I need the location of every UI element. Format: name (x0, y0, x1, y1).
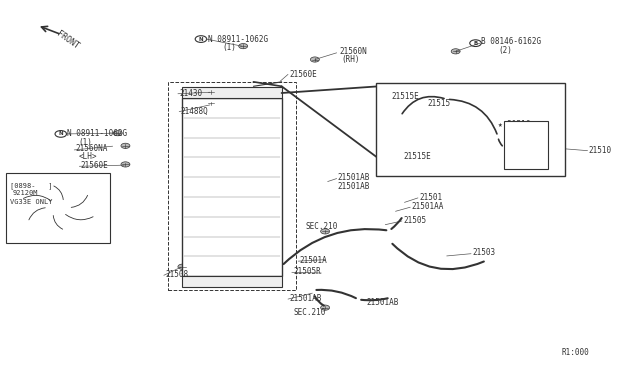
Circle shape (207, 90, 216, 95)
Text: N 08911-1062G: N 08911-1062G (67, 129, 127, 138)
Circle shape (321, 305, 330, 310)
Text: 21508: 21508 (165, 270, 188, 279)
Text: N: N (198, 36, 204, 42)
Text: 21505R: 21505R (293, 267, 321, 276)
Text: 21505: 21505 (403, 216, 426, 225)
Circle shape (207, 101, 216, 106)
Text: SEC.210: SEC.210 (293, 308, 326, 317)
Circle shape (321, 229, 330, 234)
Text: 21510: 21510 (589, 146, 612, 155)
Circle shape (310, 57, 319, 62)
Text: 21560NA: 21560NA (76, 144, 108, 153)
Text: [0898-   ]: [0898- ] (10, 182, 52, 189)
Text: 21501: 21501 (419, 193, 442, 202)
Text: 21515: 21515 (428, 99, 451, 108)
Circle shape (451, 49, 460, 54)
Text: N 08911-1062G: N 08911-1062G (208, 35, 268, 44)
Text: B 08146-6162G: B 08146-6162G (481, 37, 541, 46)
Text: B: B (474, 41, 477, 46)
Bar (182, 87, 282, 98)
Text: <LH>: <LH> (79, 153, 97, 161)
Bar (504, 121, 548, 169)
Text: 21501AB: 21501AB (366, 298, 399, 307)
Text: 21488Q: 21488Q (180, 107, 208, 116)
Text: N: N (58, 131, 63, 137)
Text: 21501AA: 21501AA (412, 202, 444, 211)
Circle shape (121, 162, 130, 167)
Bar (168, 82, 296, 290)
Bar (182, 276, 282, 287)
Text: SEC.210: SEC.210 (306, 222, 339, 231)
Text: 21501AB: 21501AB (338, 173, 371, 182)
Bar (6, 173, 110, 243)
Text: ★ 21516: ★ 21516 (498, 120, 531, 129)
Text: 21560E: 21560E (81, 161, 108, 170)
Text: 21515E: 21515E (392, 92, 419, 101)
Text: (1): (1) (78, 138, 92, 147)
Circle shape (53, 205, 63, 211)
Text: 21503: 21503 (472, 248, 495, 257)
Circle shape (113, 131, 122, 136)
Text: 21515E: 21515E (403, 153, 431, 161)
Text: FRONT: FRONT (55, 29, 81, 51)
Text: 21430: 21430 (179, 89, 202, 98)
Circle shape (121, 143, 130, 148)
Text: VG33E ONLY: VG33E ONLY (10, 199, 52, 205)
Text: (RH): (RH) (341, 55, 360, 64)
Text: 21560E: 21560E (289, 70, 317, 79)
Circle shape (178, 264, 187, 269)
Text: 21560N: 21560N (339, 47, 367, 56)
Circle shape (397, 114, 406, 119)
Text: 21501AB: 21501AB (338, 182, 371, 191)
Circle shape (239, 44, 248, 49)
Bar (182, 98, 282, 276)
Text: 21501A: 21501A (300, 256, 327, 265)
Text: (1): (1) (223, 43, 237, 52)
Text: (2): (2) (498, 46, 512, 55)
Text: 92120M: 92120M (13, 190, 38, 196)
Bar (376, 83, 565, 176)
Text: R1:000: R1:000 (562, 348, 589, 357)
Circle shape (500, 137, 509, 142)
Text: 21501AB: 21501AB (289, 294, 322, 303)
Circle shape (490, 105, 499, 110)
